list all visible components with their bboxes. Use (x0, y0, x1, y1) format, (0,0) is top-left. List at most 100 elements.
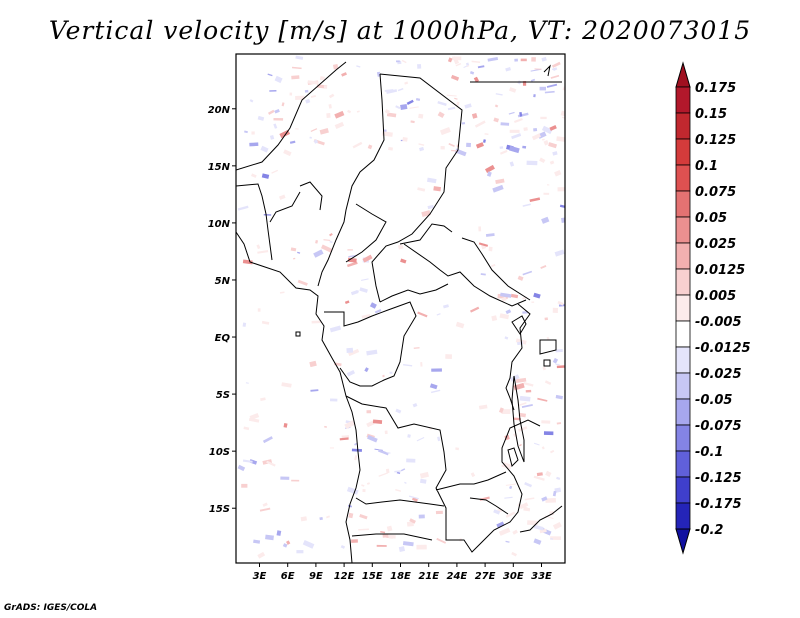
field-speck (361, 278, 369, 281)
field-speck (245, 382, 249, 384)
field-speck (358, 528, 369, 531)
field-speck (332, 63, 339, 70)
colorbar-label: 0.0125 (695, 263, 745, 278)
field-speck (545, 470, 552, 477)
field-speck (386, 89, 398, 95)
field-speck (324, 425, 327, 428)
field-speck (500, 122, 510, 126)
field-speck (323, 85, 328, 89)
field-speck (440, 146, 445, 150)
field-speck (542, 138, 545, 141)
field-speck (328, 104, 332, 109)
field-speck (276, 530, 282, 536)
field-speck (451, 149, 459, 152)
border-lines (236, 61, 563, 553)
field-speck (361, 314, 371, 319)
field-speck (464, 103, 472, 109)
field-speck (486, 171, 492, 177)
field-speck (242, 322, 247, 327)
field-speck (541, 56, 547, 62)
field-speck (488, 246, 493, 252)
colorbar-label: 0.15 (695, 107, 727, 122)
field-speck (386, 112, 397, 118)
field-speck (295, 95, 305, 100)
field-speck (508, 111, 515, 115)
field-speck (552, 357, 559, 364)
field-speck (435, 510, 443, 515)
field-speck (509, 485, 513, 490)
field-speck (552, 521, 562, 530)
field-speck (445, 354, 452, 360)
field-speck (474, 120, 486, 128)
field-speck (523, 127, 528, 132)
field-speck (556, 136, 565, 142)
field-speck (508, 145, 520, 154)
colorbar-label: -0.0125 (695, 341, 751, 356)
field-speck (519, 444, 522, 447)
field-speck (525, 389, 532, 393)
field-speck (297, 279, 308, 286)
field-speck (346, 347, 354, 353)
field-speck (523, 507, 531, 512)
field-speck (286, 540, 291, 545)
field-speck (396, 471, 401, 475)
field-speck (549, 160, 555, 165)
field-speck (426, 177, 437, 184)
field-speck (562, 86, 565, 92)
field-speck (499, 313, 510, 320)
field-speck (329, 447, 334, 449)
field-speck (260, 145, 269, 153)
field-speck (402, 541, 414, 547)
field-speck (544, 380, 552, 385)
field-speck (519, 395, 531, 402)
lat-label: 10N (208, 219, 231, 230)
field-speck (533, 94, 536, 98)
chart-title: Vertical velocity [m/s] at 1000hPa, VT: … (48, 16, 752, 45)
lon-label: 33E (531, 571, 552, 582)
field-speck (531, 57, 536, 62)
field-speck (504, 336, 509, 340)
field-speck (402, 137, 408, 142)
lon-label: 6E (281, 571, 295, 582)
field-speck (251, 173, 257, 178)
field-speck (522, 270, 533, 276)
field-speck (340, 545, 346, 549)
colorbar-swatch (675, 346, 691, 374)
field-speck (380, 531, 386, 534)
field-speck (409, 106, 419, 109)
field-speck (289, 92, 293, 96)
field-speck (400, 468, 406, 472)
field-speck (559, 204, 565, 209)
field-speck (513, 417, 521, 421)
field-speck (366, 410, 372, 414)
field-speck (268, 109, 275, 115)
field-speck (395, 105, 401, 110)
field-speck (436, 313, 441, 316)
field-speck (518, 402, 527, 407)
colorbar-label: -0.005 (695, 315, 742, 330)
lon-label: 3E (253, 571, 267, 582)
colorbar-swatch (675, 398, 691, 426)
field-speck (519, 111, 523, 117)
field-speck (395, 408, 402, 414)
field-speck (309, 360, 317, 368)
colorbar-label: 0.125 (695, 133, 736, 148)
field-speck (543, 192, 550, 195)
field-speck (319, 128, 329, 135)
field-speck (437, 436, 441, 442)
field-speck (283, 423, 288, 428)
field-speck (296, 550, 304, 554)
field-speck (261, 320, 270, 325)
lon-label: 21E (418, 571, 439, 582)
field-speck (334, 110, 345, 119)
field-speck (403, 364, 413, 367)
field-speck (447, 106, 456, 111)
field-speck (515, 377, 527, 383)
field-speck (378, 472, 389, 477)
grads-credit: GrADS: IGES/COLA (4, 603, 98, 613)
field-speck (394, 470, 402, 473)
field-speck (369, 302, 377, 309)
field-speck (519, 502, 529, 510)
field-speck (352, 141, 363, 149)
field-speck (395, 489, 402, 492)
